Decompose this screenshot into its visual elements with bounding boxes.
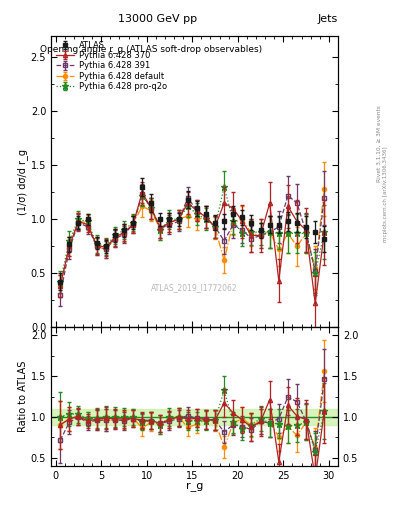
- Text: 13000 GeV pp: 13000 GeV pp: [118, 14, 197, 25]
- Y-axis label: Ratio to ATLAS: Ratio to ATLAS: [18, 361, 28, 432]
- Text: Rivet 3.1.10, ≥ 3M events: Rivet 3.1.10, ≥ 3M events: [377, 105, 382, 182]
- Legend: ATLAS, Pythia 6.428 370, Pythia 6.428 391, Pythia 6.428 default, Pythia 6.428 pr: ATLAS, Pythia 6.428 370, Pythia 6.428 39…: [53, 38, 169, 93]
- Bar: [51, 409, 338, 425]
- Text: Opening angle r_g (ATLAS soft-drop observables): Opening angle r_g (ATLAS soft-drop obser…: [40, 45, 263, 54]
- X-axis label: r_g: r_g: [186, 482, 203, 492]
- Text: mcplots.cern.ch [arXiv:1306.3436]: mcplots.cern.ch [arXiv:1306.3436]: [384, 147, 388, 242]
- Text: Jets: Jets: [318, 14, 338, 25]
- Text: ATLAS_2019_I1772062: ATLAS_2019_I1772062: [151, 283, 238, 292]
- Y-axis label: (1/σ) dσ/d r_g: (1/σ) dσ/d r_g: [17, 148, 28, 215]
